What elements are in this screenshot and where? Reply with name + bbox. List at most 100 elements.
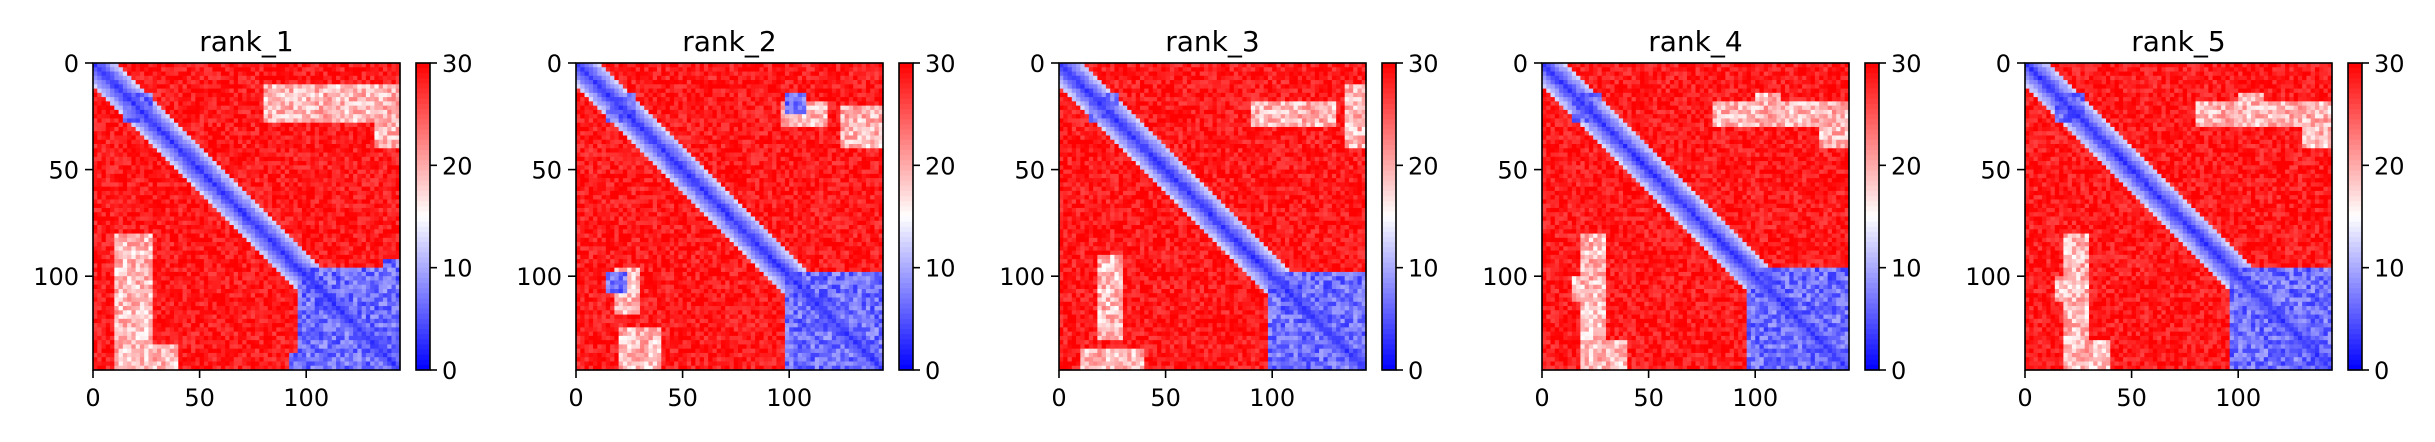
heatmap-cell — [191, 84, 196, 89]
heatmap-cell — [148, 293, 153, 298]
heatmap-cell — [357, 153, 362, 158]
heatmap-cell — [302, 234, 307, 239]
heatmap-cell — [127, 336, 132, 341]
heatmap-cell — [153, 123, 158, 128]
heatmap-cell — [298, 246, 303, 251]
heatmap-cell — [349, 353, 354, 358]
heatmap-cell — [255, 289, 260, 294]
heatmap-cell — [374, 84, 379, 89]
heatmap-cell — [366, 140, 371, 145]
heatmap-cell — [272, 293, 277, 298]
heatmap-cell — [187, 148, 192, 153]
heatmap-cell — [114, 140, 119, 145]
heatmap-cell — [281, 144, 286, 149]
heatmap-cell — [123, 135, 128, 140]
heatmap-cell — [340, 199, 345, 204]
heatmap-cell — [153, 114, 158, 119]
heatmap-cell — [298, 140, 303, 145]
heatmap-cell — [238, 89, 243, 94]
heatmap-cell — [102, 106, 107, 111]
heatmap-cell — [187, 323, 192, 328]
heatmap-cell — [229, 80, 234, 85]
heatmap-cell — [170, 106, 175, 111]
heatmap-cell — [123, 285, 128, 290]
heatmap-cell — [298, 217, 303, 222]
heatmap-cell — [200, 302, 205, 307]
heatmap-cell — [191, 327, 196, 332]
heatmap-cell — [374, 204, 379, 209]
heatmap-cell — [323, 170, 328, 175]
heatmap-cell — [315, 319, 320, 324]
heatmap-cell — [268, 349, 273, 354]
heatmap-cell — [157, 135, 162, 140]
heatmap-cell — [345, 217, 350, 222]
heatmap-cell — [242, 93, 247, 98]
heatmap-cell — [268, 135, 273, 140]
heatmap-cell — [332, 310, 337, 315]
heatmap-cell — [276, 118, 281, 123]
heatmap-cell — [251, 76, 256, 81]
heatmap-cell — [319, 315, 324, 320]
heatmap-cell — [183, 238, 188, 243]
heatmap-cell — [289, 114, 294, 119]
heatmap-cell — [281, 191, 286, 196]
heatmap-cell — [340, 268, 345, 273]
heatmap-cell — [268, 114, 273, 119]
heatmap-cell — [255, 178, 260, 183]
heatmap-cell — [251, 251, 256, 256]
heatmap-cell — [289, 306, 294, 311]
heatmap-cell — [264, 306, 269, 311]
heatmap-cell — [251, 89, 256, 94]
heatmap-cell — [191, 272, 196, 277]
heatmap-cell — [302, 127, 307, 132]
heatmap-cell — [353, 123, 358, 128]
heatmap-cell — [242, 106, 247, 111]
heatmap-cell — [289, 268, 294, 273]
heatmap-cell — [144, 153, 149, 158]
heatmap-cell — [310, 276, 315, 281]
heatmap-cell — [272, 182, 277, 187]
heatmap-cell — [379, 148, 384, 153]
heatmap-cell — [374, 114, 379, 119]
heatmap-cell — [204, 319, 209, 324]
heatmap-cell — [285, 302, 290, 307]
heatmap-cell — [276, 336, 281, 341]
heatmap-cell — [191, 89, 196, 94]
heatmap-cell — [315, 97, 320, 102]
heatmap-cell — [349, 67, 354, 72]
heatmap-cell — [362, 110, 367, 115]
heatmap-cell — [102, 327, 107, 332]
heatmap-cell — [238, 148, 243, 153]
heatmap-cell — [323, 187, 328, 192]
heatmap-cell — [340, 293, 345, 298]
heatmap-cell — [212, 315, 217, 320]
heatmap-cell — [148, 268, 153, 273]
heatmap-cell — [268, 153, 273, 158]
heatmap-cell — [165, 280, 170, 285]
heatmap-cell — [174, 336, 179, 341]
heatmap-cell — [153, 221, 158, 226]
heatmap-cell — [114, 319, 119, 324]
heatmap-cell — [319, 101, 324, 106]
heatmap-cell — [353, 170, 358, 175]
heatmap-cell — [140, 127, 145, 132]
heatmap-cell — [302, 229, 307, 234]
heatmap-cell — [114, 157, 119, 162]
heatmap-cell — [136, 306, 141, 311]
heatmap-cell — [281, 298, 286, 303]
heatmap-cell — [281, 165, 286, 170]
heatmap-cell — [383, 242, 388, 247]
heatmap-cell — [157, 268, 162, 273]
heatmap-cell — [136, 106, 141, 111]
heatmap-cell — [161, 242, 166, 247]
heatmap-cell — [123, 195, 128, 200]
heatmap-cell — [323, 246, 328, 251]
heatmap-cell — [383, 191, 388, 196]
heatmap-cell — [276, 340, 281, 345]
heatmap-cell — [276, 178, 281, 183]
heatmap-cell — [153, 127, 158, 132]
heatmap-cell — [187, 67, 192, 72]
heatmap-cell — [387, 242, 392, 247]
heatmap-cell — [238, 302, 243, 307]
heatmap-cell — [242, 135, 247, 140]
